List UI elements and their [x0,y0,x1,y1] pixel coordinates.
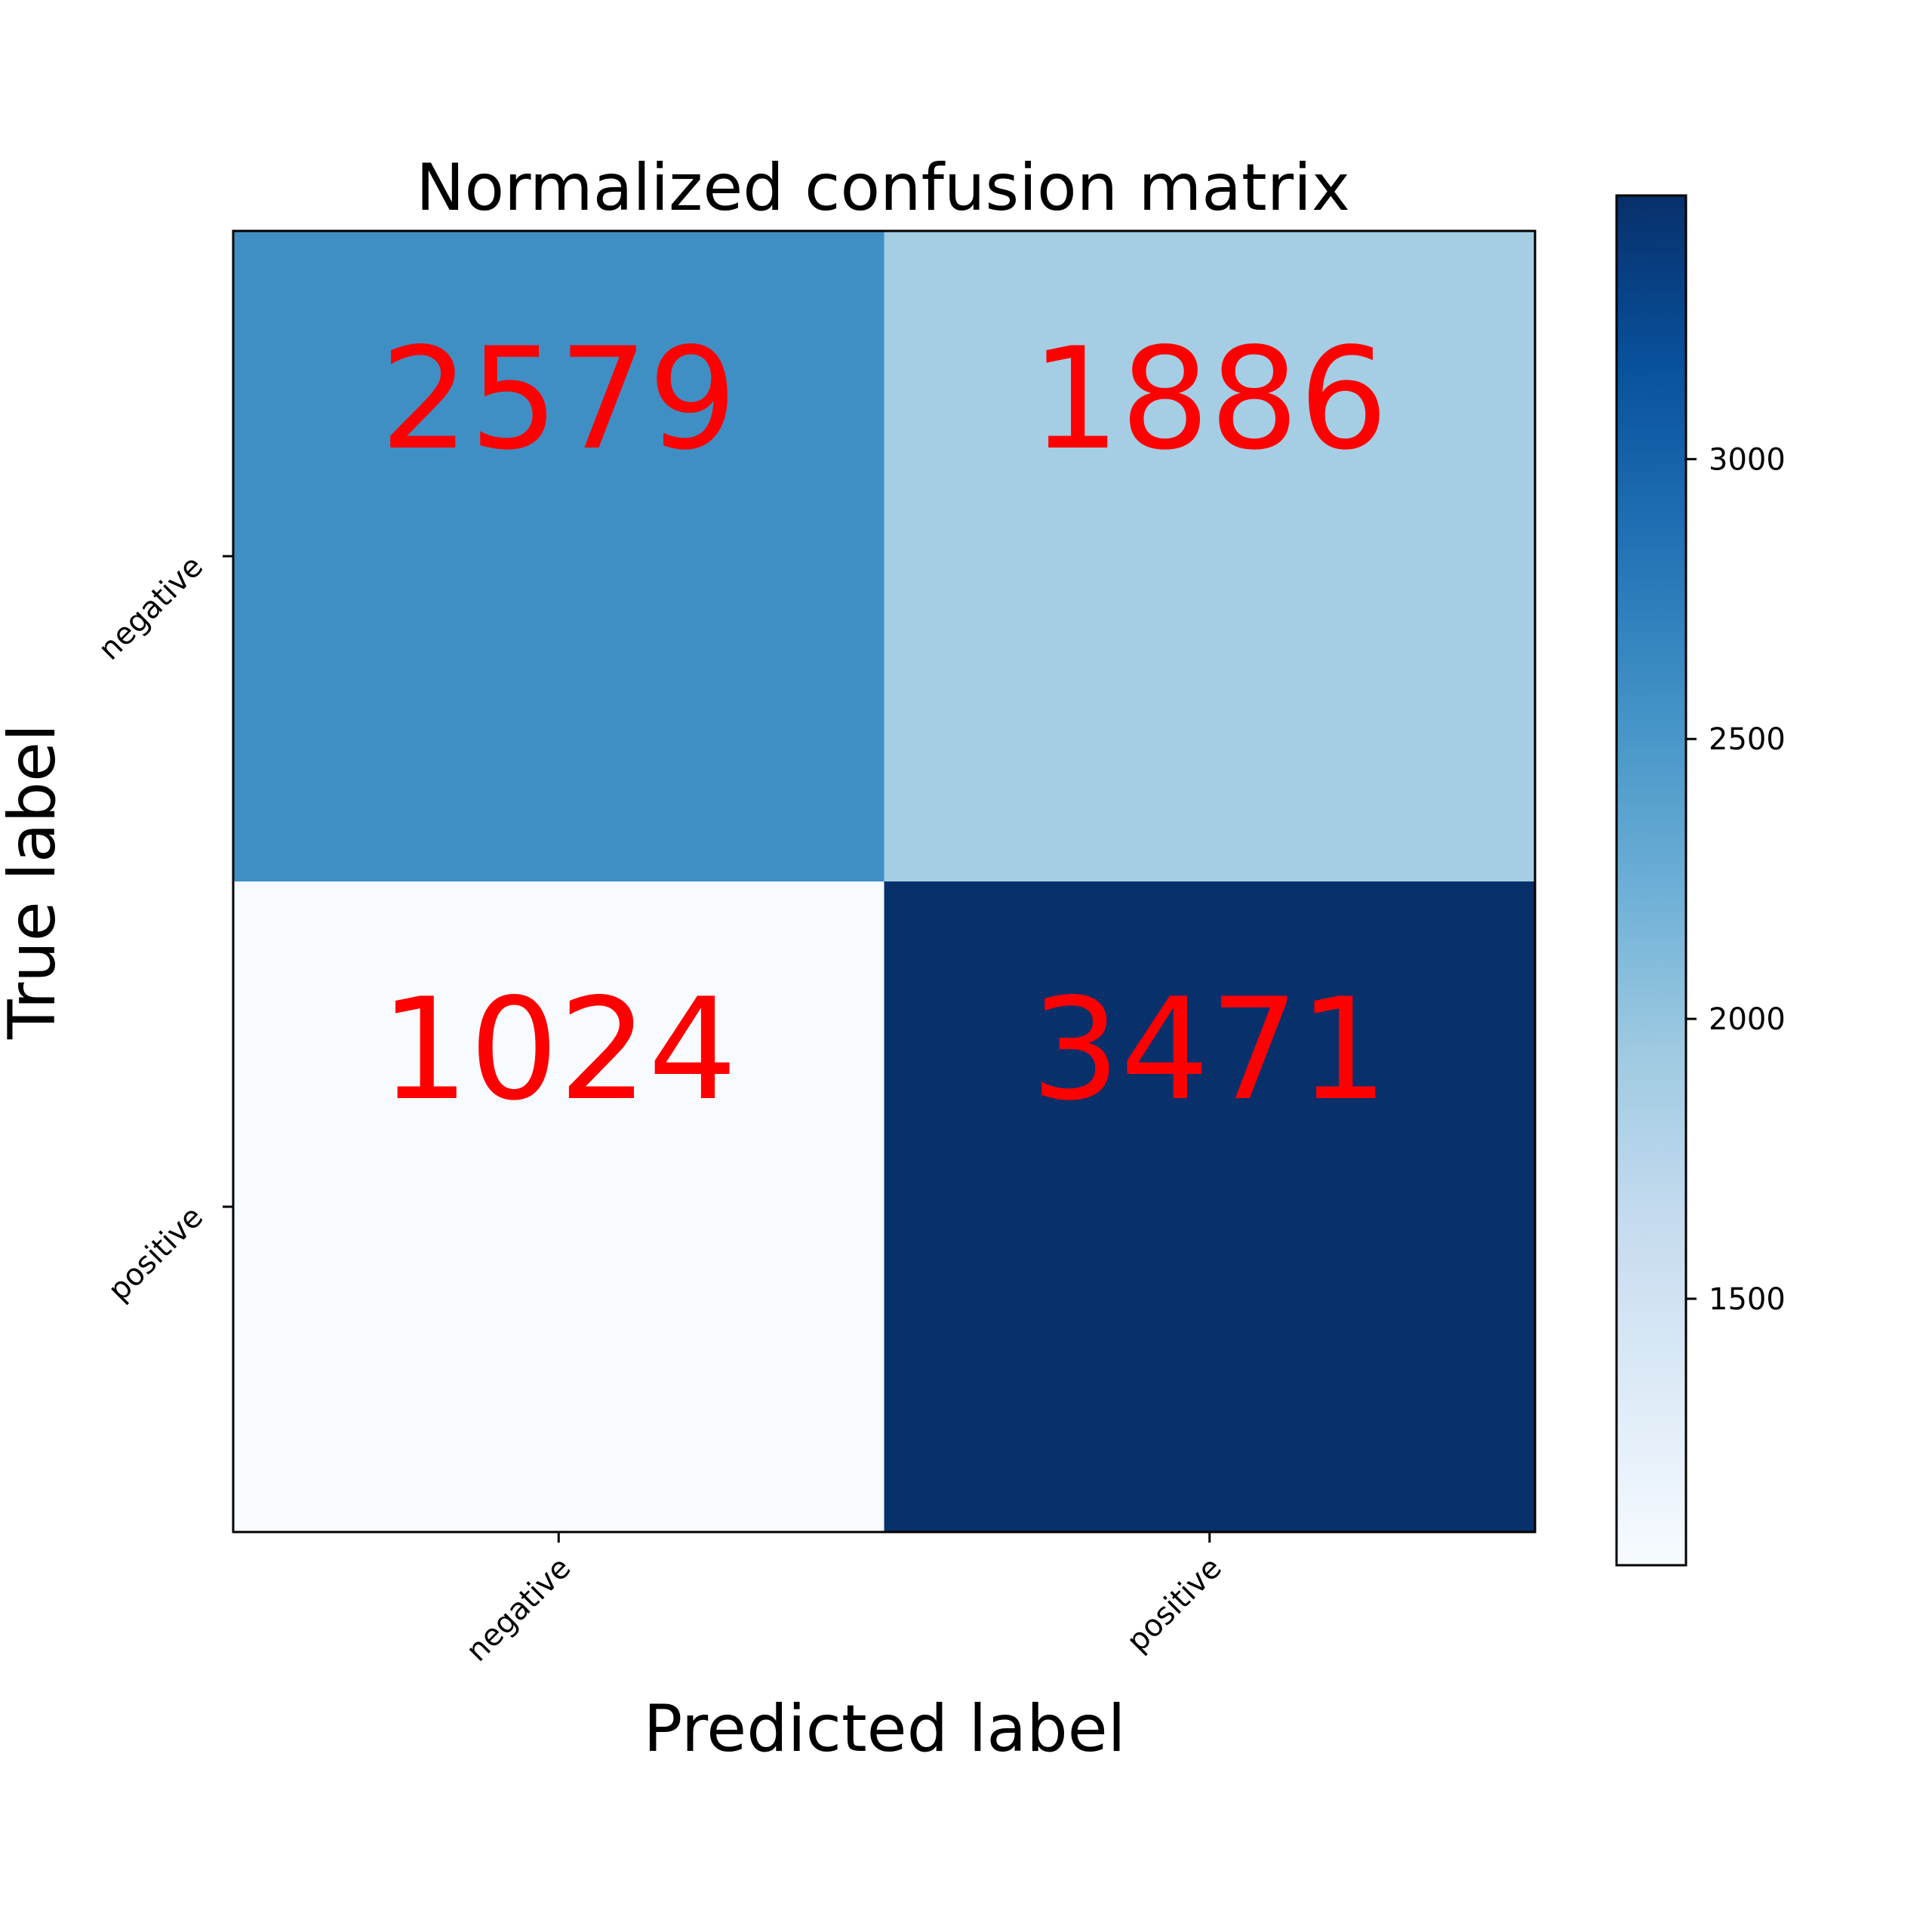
colorbar-tick-label: 2000 [1709,1002,1786,1037]
x-tick-label: positive [1120,1551,1228,1659]
cell-value-label: 3471 [1031,968,1388,1131]
chart-title: Normalized confusion matrix [416,150,1350,226]
y-axis-label: True label [0,724,70,1040]
colorbar-tick-label: 2500 [1709,722,1786,757]
colorbar-ticks: 1500 2000 2500 3000 [1686,442,1786,1317]
cell-value-label: 1886 [1031,317,1388,481]
x-axis-label: Predicted label [643,1691,1125,1767]
x-tick-label: negative [460,1551,577,1669]
matrix-cell-r0-c1 [884,231,1536,882]
matrix-cell-r0-c0 [233,231,884,882]
cell-value-label: 2579 [380,317,737,481]
matrix-cell-r1-c1 [884,881,1536,1533]
cell-value-label: 1024 [380,968,737,1131]
matrix-cells: 2579 1886 1024 3471 [233,231,1536,1533]
plot-frame [232,229,1537,1534]
matrix-cell-r1-c0 [233,881,884,1533]
colorbar-tick-label: 3000 [1709,442,1786,477]
y-tick-label: negative [92,549,210,667]
colorbar [1615,194,1687,1567]
y-tick-label: positive [102,1200,210,1308]
colorbar-tick-label: 1500 [1709,1282,1786,1317]
